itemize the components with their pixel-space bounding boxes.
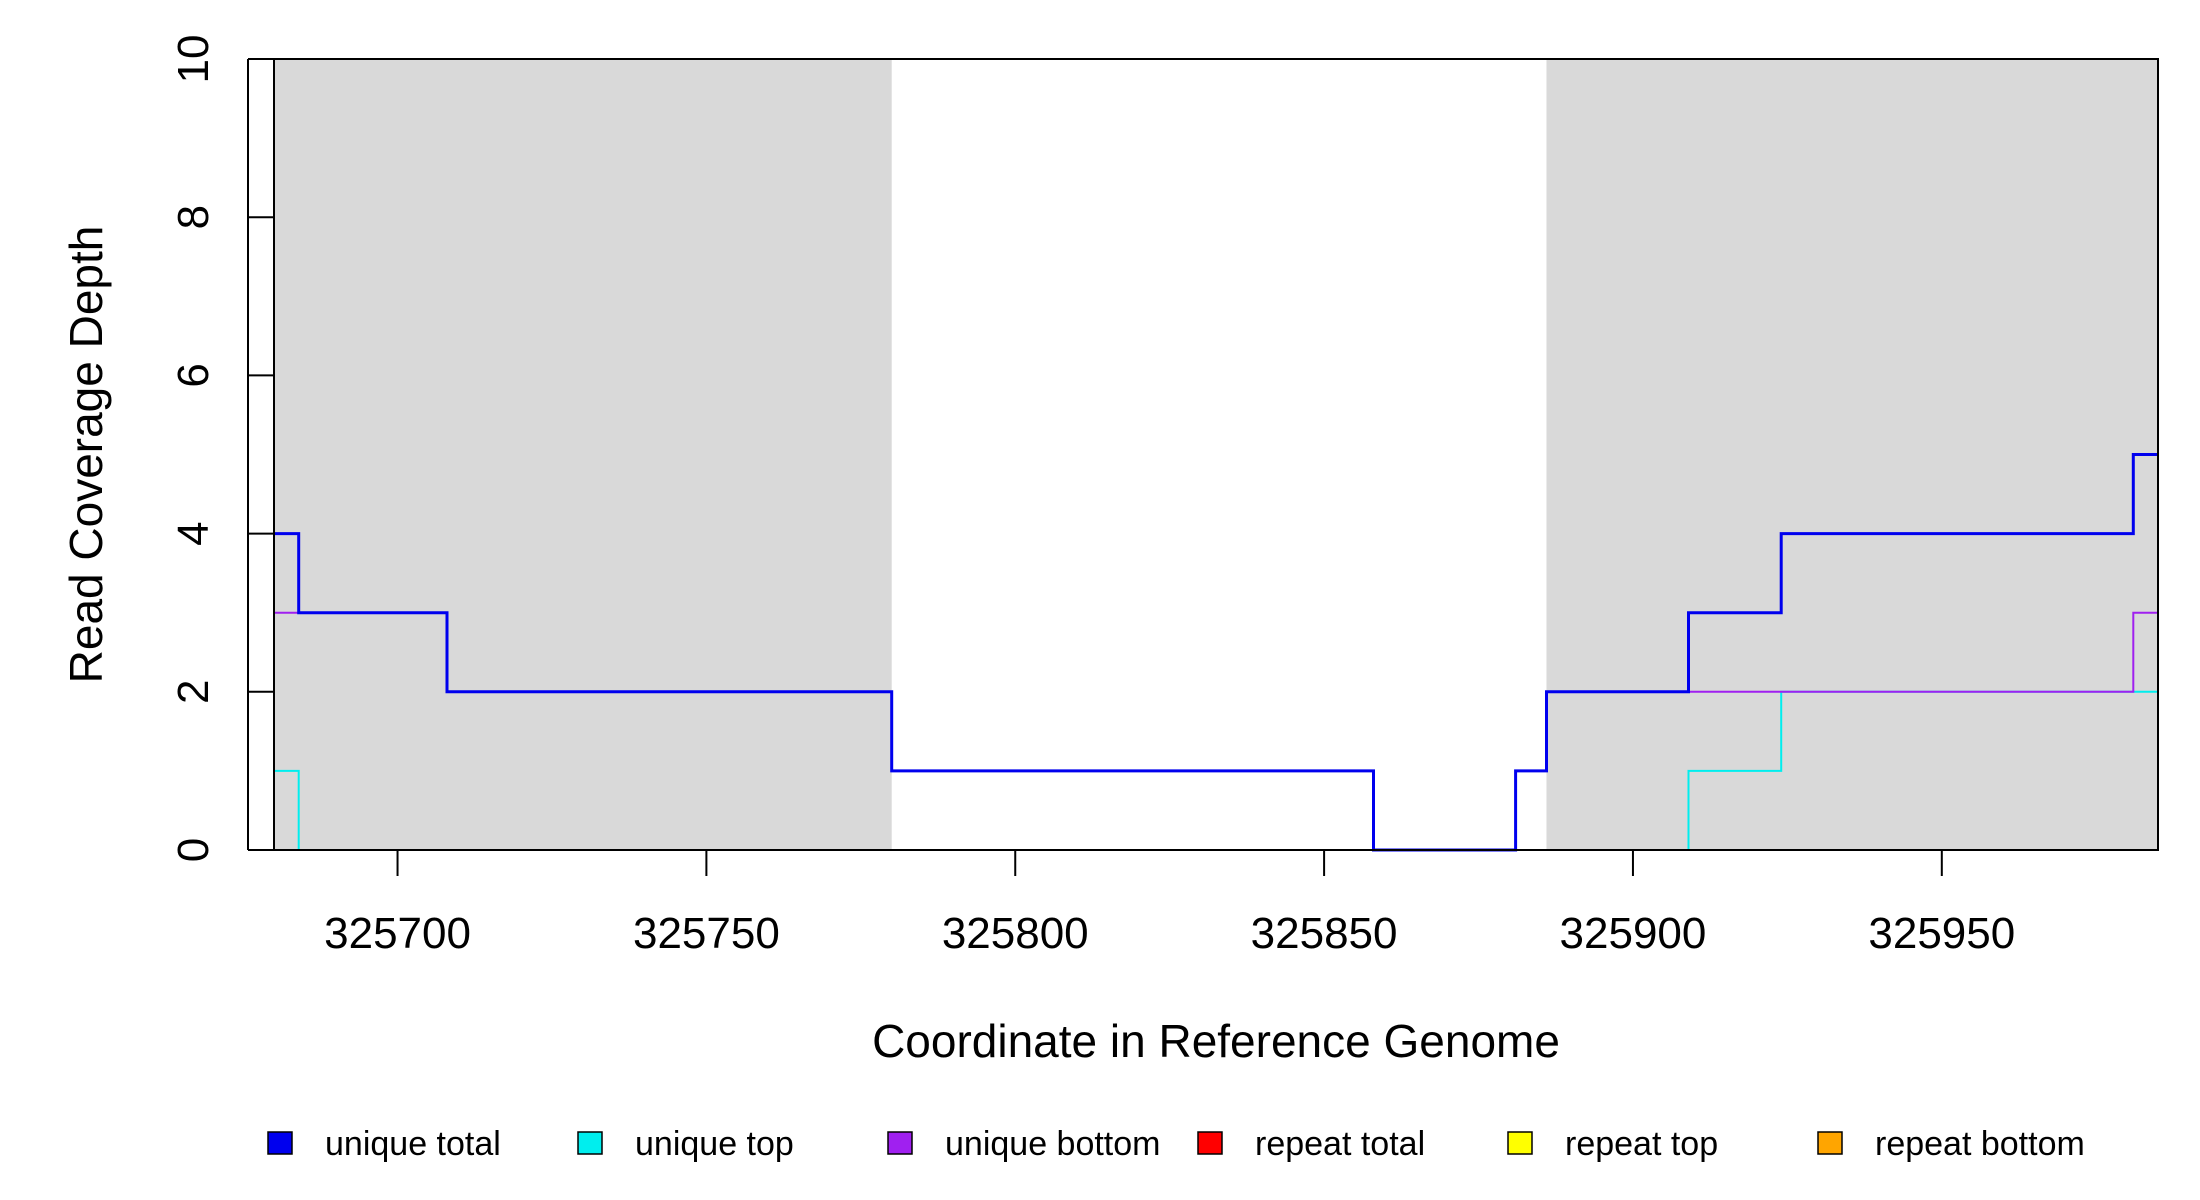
shaded-regions <box>274 59 2158 850</box>
y-tick-label: 8 <box>169 205 218 229</box>
legend-label-repeat-top: repeat top <box>1565 1125 1718 1163</box>
x-tick-label: 325850 <box>1251 909 1398 958</box>
x-tick-label: 325750 <box>633 909 780 958</box>
legend-label-repeat-bottom: repeat bottom <box>1875 1125 2085 1163</box>
legend-swatch-unique-total <box>267 1131 293 1155</box>
legend-label-unique-total: unique total <box>325 1125 501 1163</box>
shaded-region-2 <box>1546 59 2158 850</box>
y-tick-label: 2 <box>169 680 218 704</box>
y-tick-label: 6 <box>169 363 218 387</box>
shaded-region-1 <box>274 59 892 850</box>
y-axis: 0 2 4 6 8 10 <box>169 35 274 862</box>
y-axis-title: Read Coverage Depth <box>60 226 112 684</box>
legend: unique total unique top unique bottom repea… <box>267 1125 2085 1163</box>
x-tick-label: 325900 <box>1560 909 1707 958</box>
legend-swatch-unique-bottom <box>887 1131 913 1155</box>
x-axis-title: Coordinate in Reference Genome <box>872 1015 1560 1067</box>
y-tick-label: 4 <box>169 521 218 545</box>
x-tick-label: 325800 <box>942 909 1089 958</box>
x-axis: 325700 325750 325800 325850 325900 325950 <box>324 849 2015 958</box>
legend-swatch-repeat-top <box>1507 1131 1533 1155</box>
series-unique-total <box>274 453 2158 852</box>
x-tick-label: 325700 <box>324 909 471 958</box>
y-tick-label: 0 <box>169 838 218 862</box>
legend-label-repeat-total: repeat total <box>1255 1125 1425 1163</box>
y-tick-label: 10 <box>169 35 218 84</box>
legend-label-unique-top: unique top <box>635 1125 794 1163</box>
legend-swatch-repeat-total <box>1197 1131 1223 1155</box>
x-tick-label: 325950 <box>1868 909 2015 958</box>
legend-label-unique-bottom: unique bottom <box>945 1125 1161 1163</box>
series-unique-top <box>274 690 2158 851</box>
legend-swatch-unique-top <box>577 1131 603 1155</box>
legend-swatch-repeat-bottom <box>1817 1131 1843 1155</box>
